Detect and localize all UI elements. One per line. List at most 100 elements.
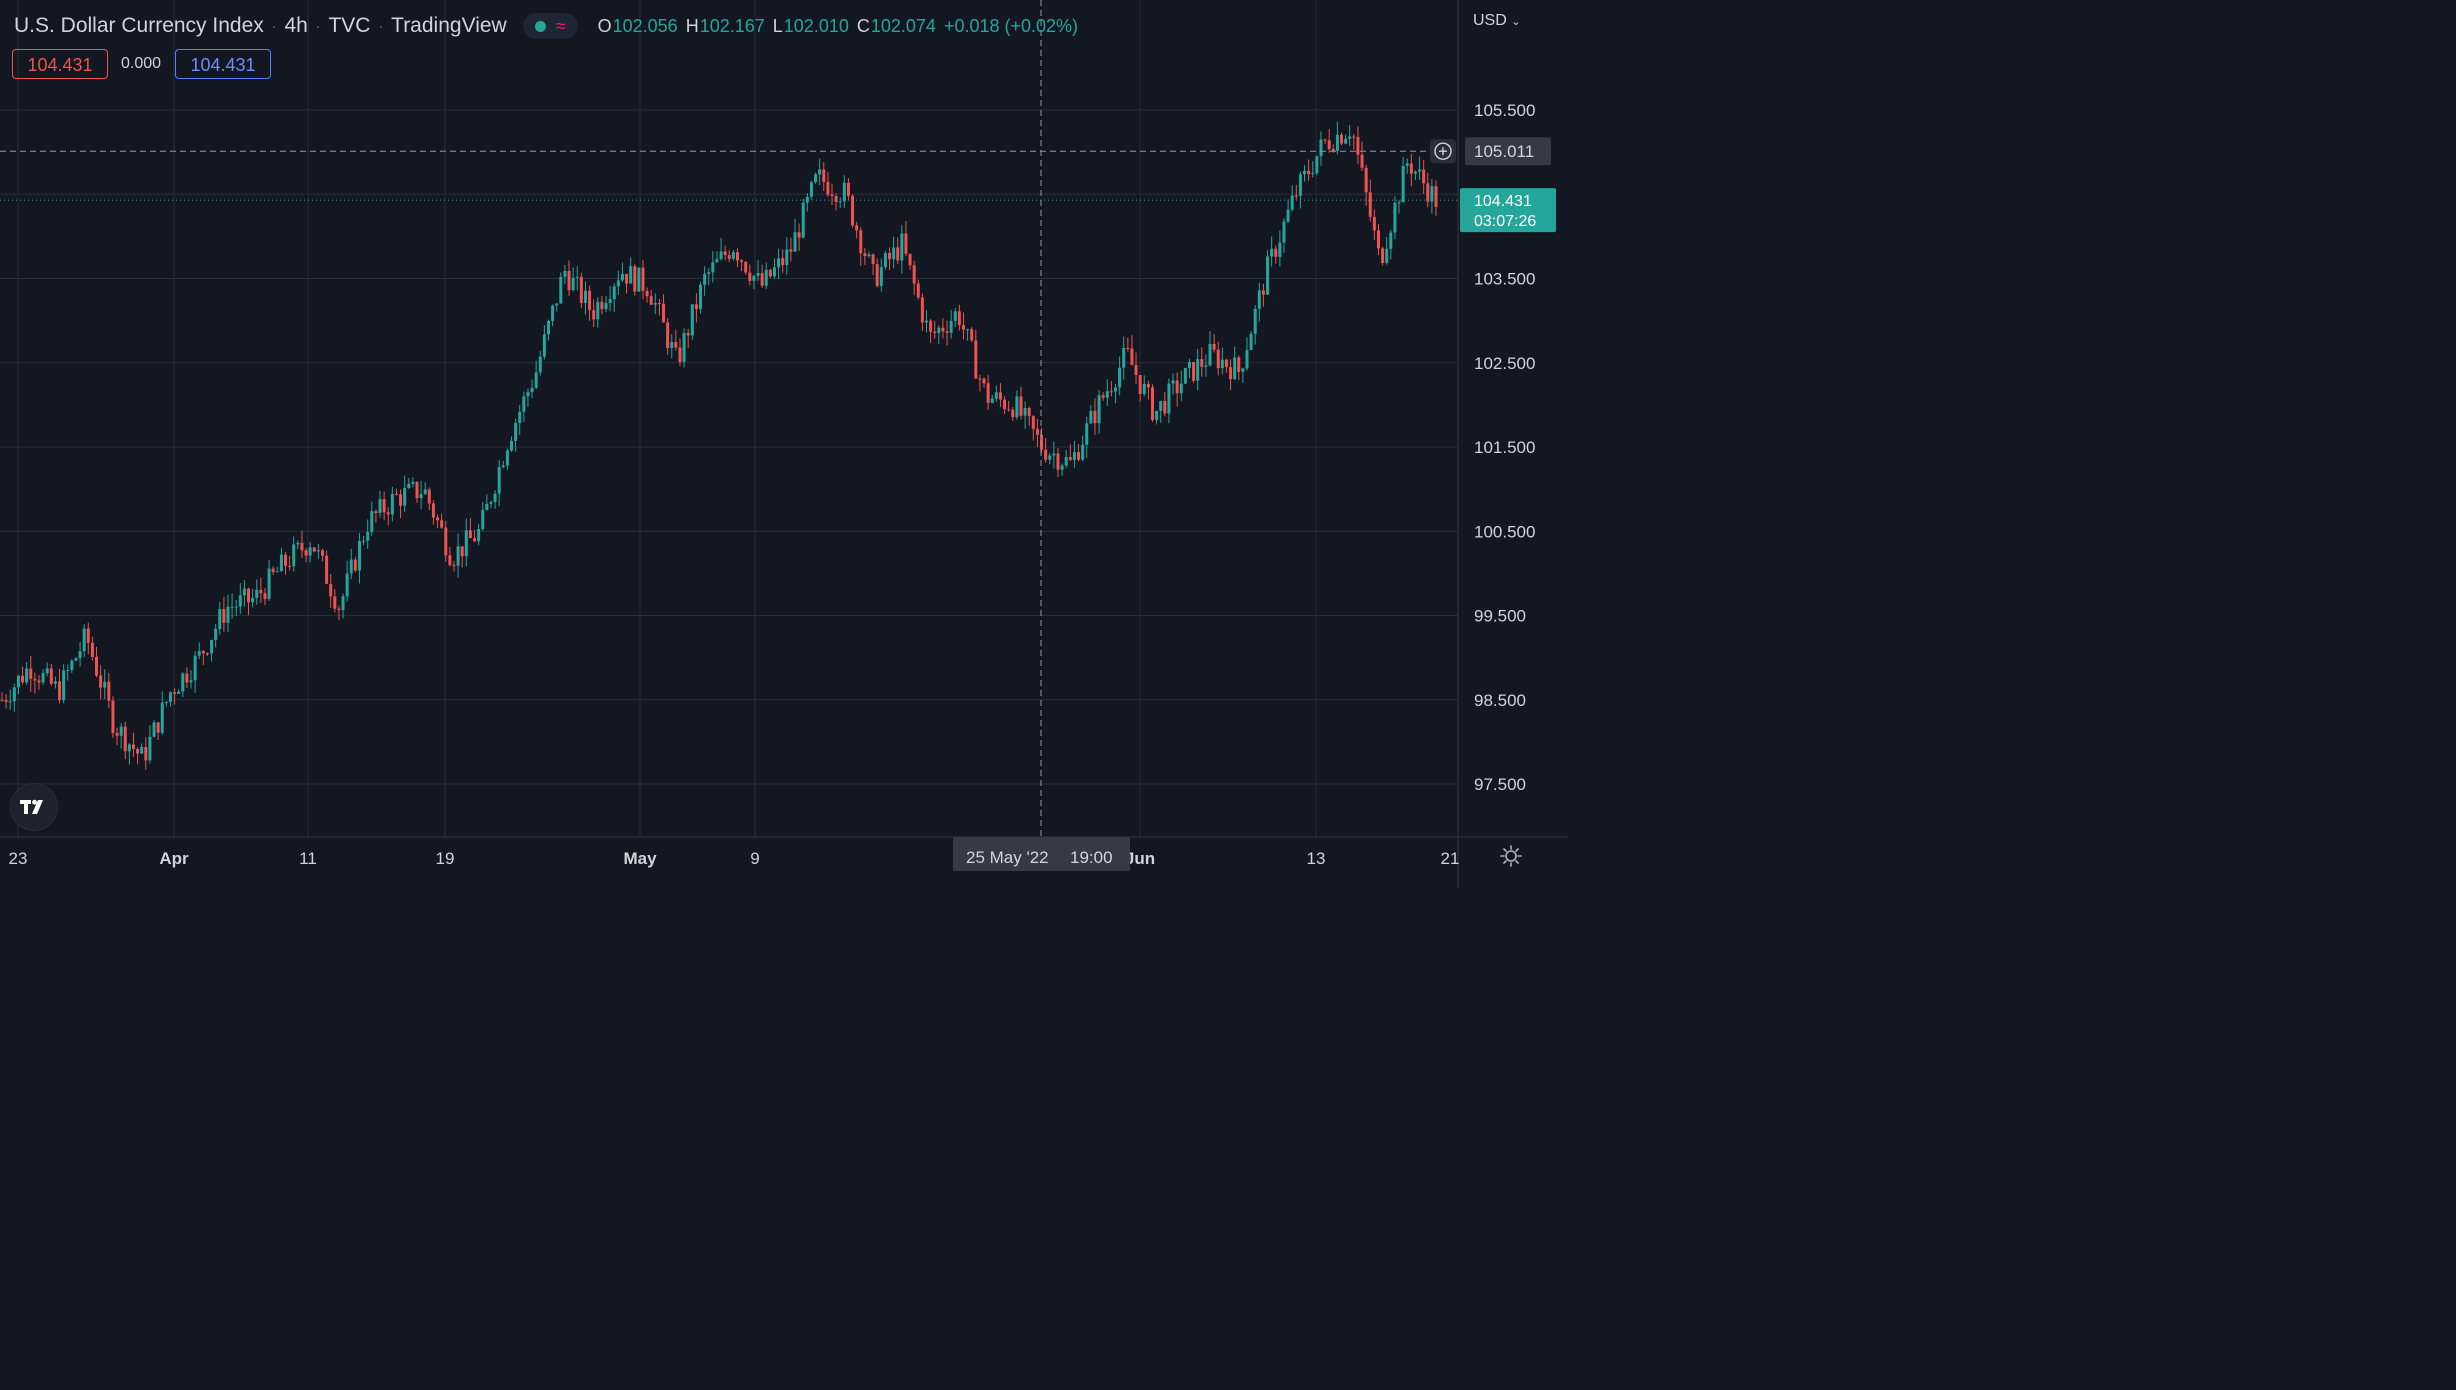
candle-body [1385,248,1389,263]
candle-body [300,542,304,551]
candle-body [690,304,694,336]
candle-body [1229,367,1233,380]
candle-body [851,195,855,226]
indicator-value-mid: 0.000 [120,55,162,72]
crosshair-time-box [953,837,1130,871]
candle-body [415,481,419,499]
candle-body [1331,148,1335,151]
candle-body [1052,453,1056,456]
indicator-value-right[interactable]: 104.431 [175,49,271,79]
candle-body [1212,343,1216,350]
candle-body [333,596,337,609]
candle-body [29,668,33,679]
interval-label[interactable]: 4h [284,14,308,37]
candle-body [994,392,998,399]
time-axis-label: 13 [1307,849,1326,868]
candle-body [329,583,333,597]
price-axis-label: 105.500 [1474,101,1535,120]
candle-body [727,255,731,259]
candle-body [818,169,822,175]
time-axis[interactable]: 23 Apr 11 19 May 9 Jun 13 21 25 May '22 19:00 [9,837,1460,871]
candle-body [974,340,978,379]
candle-body [464,530,468,557]
candle-body [140,746,144,754]
data-delay-icon: ≈ [555,16,566,36]
candle-body [555,303,559,306]
candle-body [197,651,201,656]
candle-body [538,356,542,373]
candle-body [148,736,152,761]
candle-body [8,701,12,703]
candle-body [949,320,953,333]
currency-label: USD [1473,12,1507,29]
candle-body [694,304,698,310]
candle-body [1233,357,1237,380]
candle-body [1048,455,1052,460]
candle-body [427,489,431,504]
candle-body [961,325,965,330]
candle-body [1364,167,1368,193]
time-axis-label: 11 [299,849,317,868]
candle-body [670,342,674,348]
settings-gear-icon[interactable] [1499,844,1523,868]
candle-body [735,252,739,261]
candle-body [699,284,703,310]
indicator-value-left[interactable]: 104.431 [12,49,108,79]
candle-body [16,675,20,688]
candle-body [292,544,296,567]
candle-body [1035,428,1039,435]
candle-body [230,606,234,608]
candle-body [805,196,809,203]
candle-body [1216,349,1220,369]
candle-body [608,299,612,303]
high-value: 102.167 [699,15,765,36]
open-key: O [597,15,612,36]
candle-body [58,681,62,701]
currency-selector[interactable]: USD ⌄ [1473,12,1520,30]
candle-body [45,668,49,674]
candle-body [86,628,90,643]
candle-body [95,656,99,676]
candle-body [1294,195,1298,197]
candle-body [1011,409,1015,418]
candle-body [653,303,657,305]
candle-body [1307,170,1311,175]
candle-body [1019,396,1023,416]
candle-body [1430,186,1434,202]
candle-body [575,276,579,278]
candle-body [998,392,1002,400]
exchange-label: TVC [328,14,371,37]
candle-body [156,722,160,733]
candle-body [715,259,719,263]
candle-body [1434,186,1438,207]
candle-body [493,493,497,503]
tradingview-logo[interactable] [10,783,58,831]
candle-body [382,499,386,513]
candle-body [1007,409,1011,411]
candle-body [1097,395,1101,424]
candle-body [25,668,29,683]
candle-body [505,450,509,466]
candle-body [53,681,57,684]
candle-body [514,422,518,441]
candle-body [1085,423,1089,445]
market-status-pill[interactable]: ≈ [522,13,578,39]
candle-body [1179,383,1183,394]
symbol-name[interactable]: U.S. Dollar Currency Index [14,14,264,37]
price-chart[interactable]: 105.500104.500103.500102.500101.500100.5… [0,0,1568,887]
candle-body [193,655,197,681]
candle-body [460,546,464,557]
candle-body [1282,221,1286,243]
candle-body [1397,202,1401,204]
price-axis[interactable]: 105.500104.500103.500102.500101.500100.5… [1460,101,1556,794]
candle-body [822,169,826,182]
candle-body [637,267,641,292]
candle-body [1224,359,1228,368]
chart-overlays [0,0,1458,837]
candle-body [349,559,353,574]
candle-body [205,653,209,655]
candle-body [468,530,472,538]
close-key: C [856,15,870,36]
candle-body [49,668,53,684]
candle-body [21,675,25,683]
